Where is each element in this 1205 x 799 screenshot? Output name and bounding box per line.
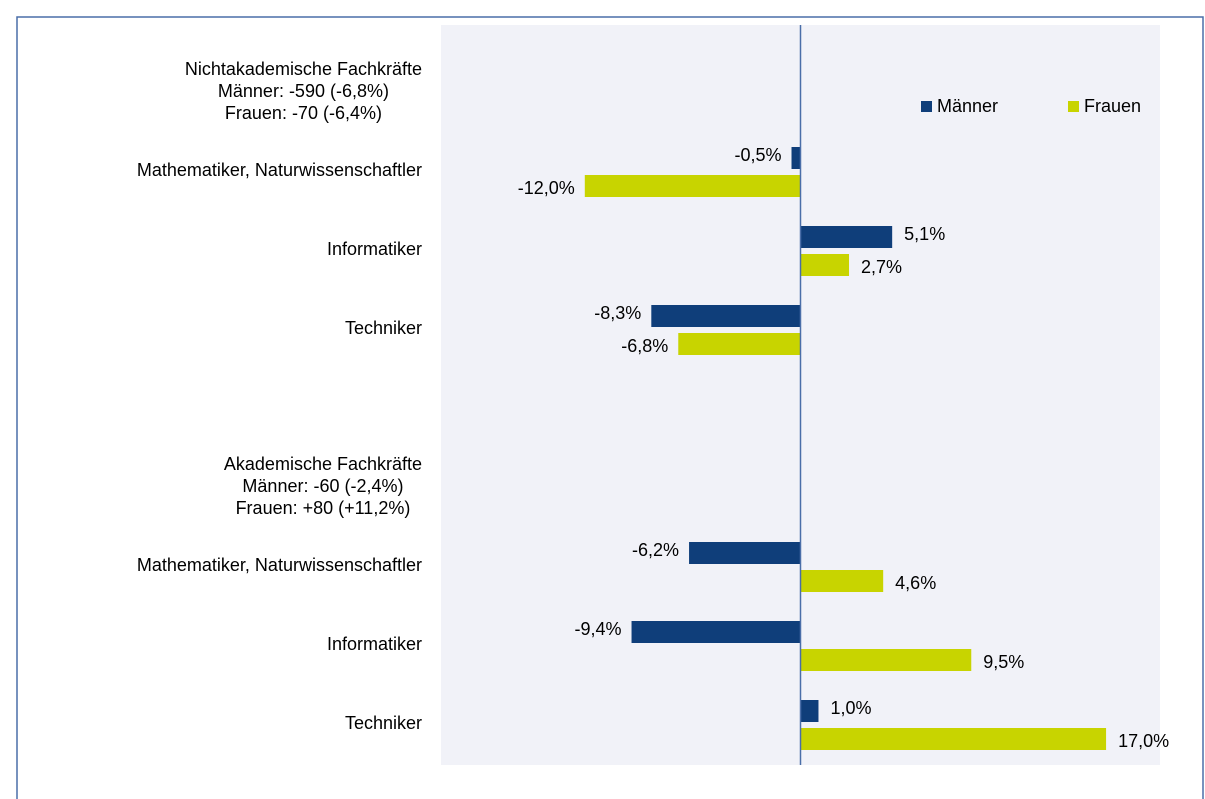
category-label: Informatiker xyxy=(327,239,422,259)
bar xyxy=(800,254,850,276)
data-label: -6,8% xyxy=(621,336,668,356)
category-label: Mathematiker, Naturwissenschaftler xyxy=(137,555,422,575)
data-label: -0,5% xyxy=(734,145,781,165)
bar xyxy=(800,649,972,671)
data-label: 17,0% xyxy=(1118,731,1169,751)
bar xyxy=(584,175,801,197)
legend-label: Frauen xyxy=(1084,96,1141,116)
bar xyxy=(678,333,801,355)
data-label: -12,0% xyxy=(518,178,575,198)
data-label: -8,3% xyxy=(594,303,641,323)
data-label: -9,4% xyxy=(575,619,622,639)
category-label: Akademische Fachkräfte Männer: -60 (-2,4%… xyxy=(224,454,422,518)
legend-label: Männer xyxy=(937,96,998,116)
data-label: -6,2% xyxy=(632,540,679,560)
bar xyxy=(651,305,801,327)
bar xyxy=(631,621,801,643)
data-label: 5,1% xyxy=(904,224,945,244)
bar xyxy=(800,728,1107,750)
bar xyxy=(689,542,801,564)
bar xyxy=(800,570,884,592)
bar xyxy=(791,147,801,169)
data-label: 2,7% xyxy=(861,257,902,277)
bar xyxy=(800,226,893,248)
legend-swatch xyxy=(1068,101,1079,112)
category-label: Nichtakademische Fachkräfte Männer: -590 … xyxy=(185,59,422,123)
data-label: 1,0% xyxy=(830,698,871,718)
data-label: 4,6% xyxy=(895,573,936,593)
frame xyxy=(16,16,1204,799)
category-label: Techniker xyxy=(345,318,422,338)
bar xyxy=(800,700,819,722)
legend-swatch xyxy=(921,101,932,112)
category-label: Informatiker xyxy=(327,634,422,654)
category-label: Mathematiker, Naturwissenschaftler xyxy=(137,160,422,180)
data-label: 9,5% xyxy=(983,652,1024,672)
category-label: Techniker xyxy=(345,713,422,733)
